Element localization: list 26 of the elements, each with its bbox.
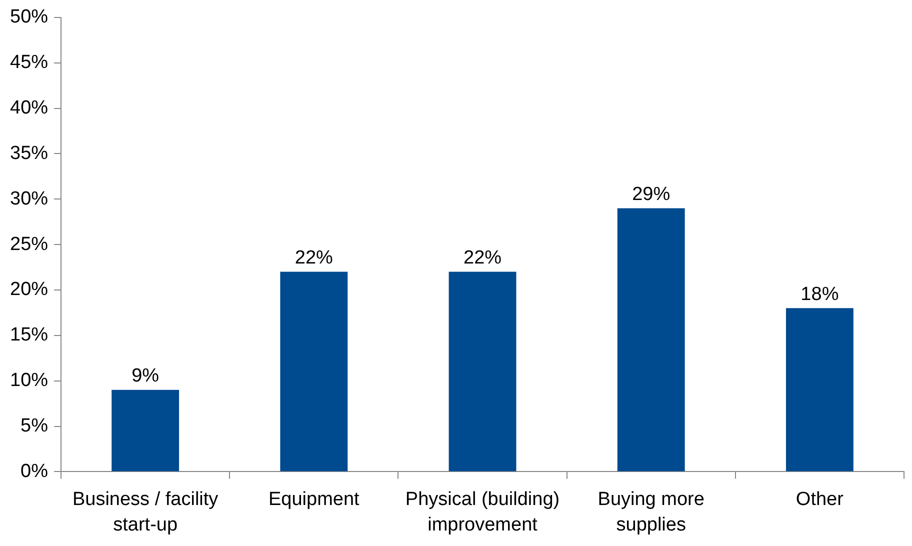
y-tick-label: 10% [10, 370, 48, 392]
data-label: 18% [800, 284, 839, 305]
y-tick-label: 0% [20, 460, 48, 482]
data-label: 22% [464, 248, 502, 269]
x-tick-label: Other [796, 488, 844, 510]
x-tick-label: Business / facility start-up [72, 488, 219, 536]
bar [617, 208, 685, 472]
y-tick-label: 35% [10, 142, 48, 164]
data-label: 22% [294, 248, 334, 269]
y-tick-label: 5% [20, 416, 48, 437]
y-tick-label: 25% [10, 234, 48, 255]
y-tick-label: 15% [10, 324, 48, 346]
y-tick-label: 50% [10, 6, 48, 28]
x-tick-label: Physical (building) improvement [405, 488, 560, 536]
x-tick-label: Equipment [268, 488, 360, 510]
y-tick-label: 40% [10, 97, 48, 118]
x-tick-label: Buying more supplies [598, 488, 704, 536]
y-tick-label: 30% [10, 188, 48, 210]
bar [786, 308, 854, 472]
y-tick-label: 45% [10, 52, 48, 74]
data-label: 29% [632, 184, 670, 205]
y-tick-label: 20% [10, 279, 48, 300]
bar [112, 390, 180, 472]
data-label: 9% [132, 366, 160, 387]
bar [448, 272, 516, 472]
bar [280, 272, 348, 472]
